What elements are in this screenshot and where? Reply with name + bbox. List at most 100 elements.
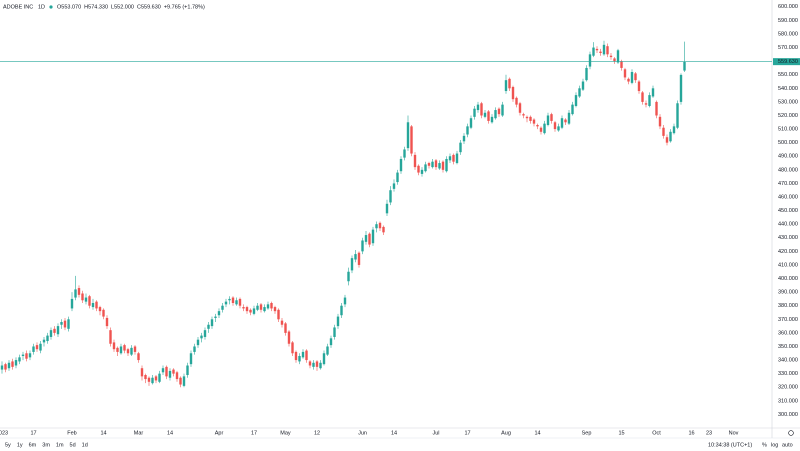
candle-body: [158, 373, 161, 382]
candle-body: [284, 323, 287, 333]
y-tick-label: 550.000: [778, 72, 798, 78]
candle-body: [574, 95, 578, 106]
x-tick-label: 14: [391, 430, 397, 436]
candle-body: [4, 364, 7, 370]
candle-body: [165, 366, 168, 377]
candle-body: [105, 317, 109, 327]
y-tick-label: 320.000: [778, 385, 798, 391]
x-tick-label: 17: [30, 430, 36, 436]
x-tick-label: 14: [534, 430, 540, 436]
candle-body: [511, 86, 515, 100]
candle-body: [102, 309, 105, 317]
candle-body: [620, 61, 623, 68]
candle-body: [203, 330, 207, 337]
candle-body: [242, 307, 245, 309]
candle-body: [91, 302, 95, 308]
y-tick-label: 420.000: [778, 249, 798, 255]
candle-body: [259, 304, 263, 310]
candle-body: [679, 74, 683, 102]
candle-body: [532, 119, 536, 124]
candle-body: [84, 297, 88, 302]
scale-option[interactable]: log: [771, 442, 778, 448]
candle-body: [319, 362, 322, 369]
candle-body: [46, 335, 49, 342]
candle-body: [581, 81, 585, 90]
candle-body: [95, 301, 98, 309]
candle-body: [11, 361, 14, 367]
scale-option[interactable]: %: [762, 442, 767, 448]
candle-body: [336, 316, 340, 327]
candle-body: [256, 305, 259, 310]
candle-body: [39, 343, 42, 351]
candle-body: [651, 88, 655, 97]
candle-body: [683, 61, 686, 71]
candle-body: [74, 289, 77, 298]
candle-body: [53, 328, 56, 333]
candle-body: [592, 47, 595, 56]
candle-body: [434, 160, 438, 168]
candle-body: [630, 72, 634, 83]
candle-body: [322, 353, 326, 365]
candle-body: [196, 339, 200, 346]
candle-body: [56, 326, 60, 335]
candle-body: [32, 346, 35, 352]
candle-body: [427, 163, 431, 166]
candle-body: [522, 114, 525, 116]
y-tick-label: 340.000: [778, 358, 798, 364]
candle-body: [525, 116, 529, 119]
status-dot: [49, 5, 53, 9]
x-tick-label: May: [280, 430, 291, 436]
candle-body: [602, 44, 606, 55]
candle-body: [357, 252, 361, 265]
candle-body: [168, 370, 172, 378]
x-tick-label: Oct: [652, 430, 661, 436]
candle-body: [613, 58, 616, 62]
candle-body: [214, 316, 217, 318]
range-button[interactable]: 1d: [82, 442, 88, 448]
x-tick-label: 17: [464, 430, 470, 436]
range-button[interactable]: 1y: [17, 442, 23, 448]
candle-body: [301, 351, 305, 358]
candle-body: [343, 297, 347, 305]
ohlc-value: +9.765 (+1.78%): [164, 4, 205, 10]
ohlc-value: L552.000: [111, 4, 134, 10]
range-button[interactable]: 5y: [5, 442, 11, 448]
range-button[interactable]: 3m: [42, 442, 50, 448]
candle-body: [560, 118, 564, 128]
x-tick-label: Jun: [358, 430, 367, 436]
candle-body: [224, 301, 228, 305]
candle-body: [392, 183, 396, 189]
candle-body: [371, 229, 375, 244]
candle-body: [175, 372, 179, 380]
y-tick-label: 530.000: [778, 99, 798, 105]
candle-body: [641, 92, 644, 102]
candle-body: [375, 224, 378, 229]
settings-icon[interactable]: [788, 430, 794, 436]
scale-option[interactable]: auto: [782, 442, 793, 448]
candle-body: [340, 305, 343, 316]
range-button[interactable]: 1m: [56, 442, 64, 448]
candle-body: [623, 69, 627, 78]
candle-body: [452, 154, 455, 162]
candle-body: [490, 116, 494, 123]
candle-body: [553, 122, 557, 130]
candle-body: [403, 149, 406, 158]
candle-body: [207, 324, 210, 329]
y-tick-label: 510.000: [778, 127, 798, 133]
candle-body: [473, 108, 476, 117]
candle-body: [609, 55, 613, 58]
timezone-clock: 10:34:38 (UTC+1): [708, 442, 752, 448]
candle-body: [676, 103, 679, 128]
x-tick-label: 14: [167, 430, 173, 436]
range-button[interactable]: 5d: [70, 442, 76, 448]
symbol: ADOBE INC: [3, 4, 33, 10]
range-button[interactable]: 6m: [29, 442, 37, 448]
x-tick-label: Jul: [432, 430, 439, 436]
candle-body: [462, 135, 466, 142]
candle-body: [396, 172, 399, 183]
x-tick-label: Aug: [501, 430, 511, 436]
y-tick-label: 460.000: [778, 194, 798, 200]
x-tick-label: Nov: [729, 430, 739, 436]
candle-body: [546, 115, 550, 126]
candle-body: [410, 126, 413, 154]
